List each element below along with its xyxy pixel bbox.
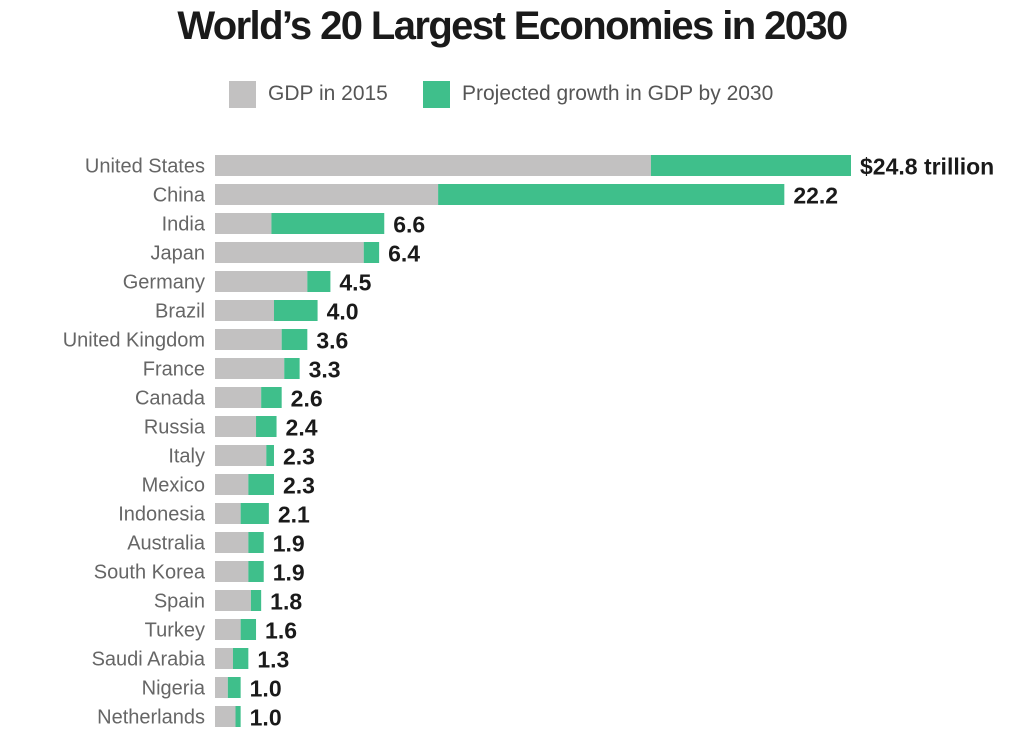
category-label-indonesia: Indonesia [118, 504, 206, 526]
bar-gdp-2015-turkey [215, 619, 241, 640]
value-label-netherlands: 1.0 [250, 705, 282, 729]
value-label-japan: 6.4 [388, 241, 420, 267]
category-label-turkey: Turkey [145, 620, 205, 642]
category-label-australia: Australia [127, 533, 206, 555]
bar-gdp-2015-spain [215, 590, 251, 611]
bar-growth-united-kingdom [281, 329, 308, 350]
bar-gdp-2015-germany [215, 271, 308, 292]
category-label-italy: Italy [168, 446, 205, 468]
category-label-canada: Canada [135, 388, 206, 410]
value-label-united-kingdom: 3.6 [316, 328, 348, 354]
category-label-united-kingdom: United Kingdom [63, 330, 205, 352]
bar-growth-italy [266, 445, 274, 466]
legend-swatch-projected-growth [423, 80, 450, 108]
legend-label-gdp-2015: GDP in 2015 [268, 82, 388, 105]
bar-growth-india [271, 213, 385, 234]
legend-item-gdp-2015: GDP in 2015 [229, 80, 388, 108]
category-label-russia: Russia [144, 417, 206, 439]
category-label-brazil: Brazil [155, 301, 205, 323]
bar-growth-turkey [240, 619, 257, 640]
category-label-mexico: Mexico [142, 475, 205, 497]
bar-gdp-2015-russia [215, 416, 257, 437]
bar-growth-brazil [273, 300, 318, 321]
bar-growth-united-states [650, 155, 851, 176]
bar-growth-netherlands [235, 706, 241, 727]
bar-growth-indonesia [240, 503, 269, 524]
category-label-germany: Germany [123, 272, 205, 294]
bar-gdp-2015-canada [215, 387, 262, 408]
value-label-germany: 4.5 [339, 270, 371, 296]
chart-title: World’s 20 Largest Economies in 2030 [177, 4, 848, 48]
legend-item-projected-growth: Projected growth in GDP by 2030 [423, 80, 773, 108]
bar-gdp-2015-brazil [215, 300, 274, 321]
bar-growth-australia [248, 532, 264, 553]
bar-gdp-2015-china [215, 184, 439, 205]
value-label-spain: 1.8 [270, 589, 302, 615]
legend-label-projected-growth: Projected growth in GDP by 2030 [462, 82, 774, 105]
value-label-brazil: 4.0 [327, 299, 359, 325]
category-label-spain: Spain [154, 591, 205, 613]
bar-growth-nigeria [227, 677, 241, 698]
value-label-canada: 2.6 [291, 386, 323, 412]
value-label-indonesia: 2.1 [278, 502, 310, 528]
value-label-france: 3.3 [309, 357, 341, 383]
value-label-saudi-arabia: 1.3 [257, 647, 289, 673]
bar-gdp-2015-india [215, 213, 272, 234]
bar-growth-canada [261, 387, 282, 408]
bar-gdp-2015-japan [215, 242, 364, 263]
bar-gdp-2015-italy [215, 445, 267, 466]
bar-growth-mexico [248, 474, 274, 495]
bar-gdp-2015-australia [215, 532, 249, 553]
legend-swatch-gdp-2015 [229, 80, 256, 108]
bar-gdp-2015-indonesia [215, 503, 241, 524]
value-label-united-states: $24.8 trillion [860, 154, 994, 180]
bar-gdp-2015-mexico [215, 474, 249, 495]
bar-growth-china [438, 184, 785, 205]
value-label-russia: 2.4 [286, 415, 318, 441]
value-label-south-korea: 1.9 [273, 560, 305, 586]
bar-growth-france [284, 358, 300, 379]
category-label-china: China [153, 185, 206, 207]
category-label-netherlands: Netherlands [97, 707, 205, 729]
legend: GDP in 2015 Projected growth in GDP by 2… [0, 80, 1024, 108]
category-label-united-states: United States [85, 156, 205, 178]
category-label-india: India [162, 214, 206, 236]
value-label-india: 6.6 [393, 212, 425, 238]
bar-gdp-2015-nigeria [215, 677, 228, 698]
bar-gdp-2015-united-kingdom [215, 329, 282, 350]
bar-growth-south-korea [248, 561, 264, 582]
bar-growth-germany [307, 271, 331, 292]
bar-growth-saudi-arabia [232, 648, 249, 669]
bar-gdp-2015-south-korea [215, 561, 249, 582]
value-label-china: 22.2 [793, 183, 838, 209]
value-label-nigeria: 1.0 [250, 676, 282, 702]
category-label-france: France [143, 359, 205, 381]
value-label-italy: 2.3 [283, 444, 315, 470]
bar-growth-russia [256, 416, 277, 437]
value-label-mexico: 2.3 [283, 473, 315, 499]
bar-gdp-2015-united-states [215, 155, 651, 176]
bar-gdp-2015-netherlands [215, 706, 236, 727]
category-label-south-korea: South Korea [94, 562, 206, 584]
value-label-australia: 1.9 [273, 531, 305, 557]
category-label-nigeria: Nigeria [142, 678, 206, 700]
bar-growth-spain [250, 590, 262, 611]
bar-gdp-2015-saudi-arabia [215, 648, 233, 669]
bar-gdp-2015-france [215, 358, 285, 379]
bar-growth-japan [363, 242, 380, 263]
value-label-turkey: 1.6 [265, 618, 297, 644]
category-label-japan: Japan [151, 243, 206, 265]
category-label-saudi-arabia: Saudi Arabia [92, 649, 206, 671]
